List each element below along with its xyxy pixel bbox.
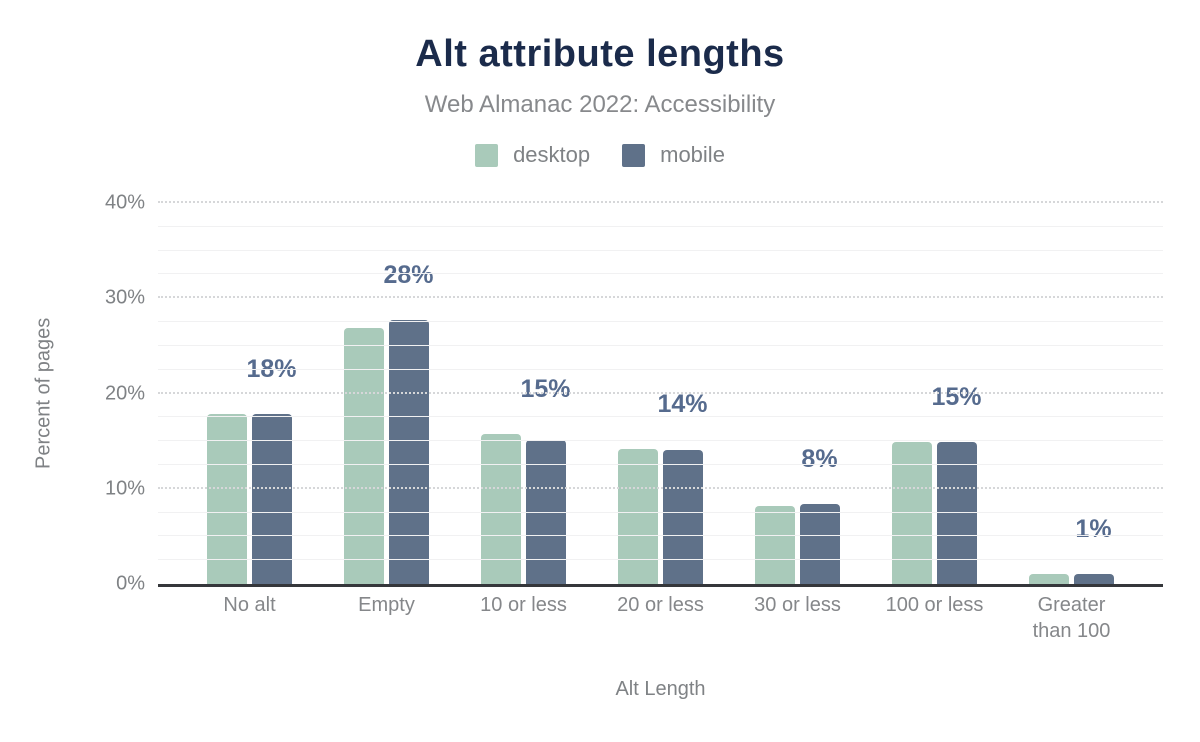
y-tick-label: 20% <box>104 382 145 404</box>
gridline-27.5 <box>158 321 1163 323</box>
x-tick-label: 30 or less <box>754 594 841 616</box>
x-tick-30-or-less: 30 or less <box>729 593 866 644</box>
bar-group-greater-than-100: 1% <box>1003 203 1140 584</box>
x-axis-title: Alt Length <box>615 678 706 700</box>
x-tick-20-or-less: 20 or less <box>592 593 729 644</box>
x-axis-line <box>158 584 1163 587</box>
value-label-10-or-less: 15% <box>520 374 571 403</box>
mobile-bar-no-alt[interactable] <box>252 413 292 584</box>
gridline-40 <box>158 201 1163 203</box>
x-tick-label: 20 or less <box>617 594 704 616</box>
gridline-25 <box>158 344 1163 346</box>
gridline-30 <box>158 296 1163 299</box>
gridline-35 <box>158 249 1163 251</box>
value-label-100-or-less: 15% <box>931 383 982 412</box>
gridline-17.5 <box>158 416 1163 418</box>
bar-group-empty: 28% <box>318 203 455 584</box>
desktop-bar-empty[interactable] <box>344 327 384 584</box>
mobile-bar-empty[interactable] <box>389 320 429 584</box>
x-tick-greater-than-100: Greater than 100 <box>1003 593 1140 644</box>
gridline-22.5 <box>158 368 1163 370</box>
legend-label: desktop <box>513 142 591 167</box>
desktop-bar-100-or-less[interactable] <box>892 442 932 584</box>
x-axis-ticks: No alt Empty 10 or less 20 or less 30 or les… <box>158 593 1163 644</box>
desktop-bar-no-alt[interactable] <box>207 413 247 584</box>
x-tick-100-or-less: 100 or less <box>866 593 1003 644</box>
y-tick-label: 40% <box>104 191 145 214</box>
x-tick-no-alt: No alt <box>181 593 318 644</box>
bar-group-no-alt: 18% <box>181 203 318 584</box>
desktop-swatch-icon <box>475 143 499 167</box>
x-tick-label: 100 or less <box>885 594 984 616</box>
gridline-7.5 <box>158 511 1163 513</box>
bar-group-100-or-less: 15% <box>866 203 1003 584</box>
mobile-bar-20-or-less[interactable] <box>663 449 703 584</box>
mobile-bar-100-or-less[interactable] <box>937 442 977 584</box>
mobile-swatch-icon <box>622 143 646 167</box>
mobile-bar-30-or-less[interactable] <box>800 504 840 584</box>
x-tick-10-or-less: 10 or less <box>455 593 592 644</box>
y-tick-label: 30% <box>104 286 145 309</box>
x-tick-empty: Empty <box>318 593 455 644</box>
x-tick-label: 10 or less <box>480 594 567 616</box>
gridline-15 <box>158 440 1163 442</box>
y-axis-ticks: 0% 10% 20% 30% 40% <box>0 192 145 595</box>
value-label-no-alt: 18% <box>246 354 297 383</box>
y-tick-label: 0% <box>116 572 145 595</box>
gridline-20 <box>158 391 1163 394</box>
mobile-bar-greater-than-100[interactable] <box>1074 573 1114 584</box>
legend: desktop mobile <box>0 142 1200 168</box>
bar-groups: 18% 28% 15% 14% 8% 15% 1% <box>158 203 1163 584</box>
value-label-empty: 28% <box>383 261 434 290</box>
desktop-bar-20-or-less[interactable] <box>618 448 658 584</box>
chart-title: Alt attribute lengths <box>415 33 785 75</box>
desktop-bar-greater-than-100[interactable] <box>1029 574 1069 584</box>
value-label-30-or-less: 8% <box>801 445 838 473</box>
chart-subtitle: Web Almanac 2022: Accessibility <box>424 91 776 118</box>
bar-group-30-or-less: 8% <box>729 203 866 584</box>
value-label-20-or-less: 14% <box>657 389 708 418</box>
desktop-bar-30-or-less[interactable] <box>755 505 795 584</box>
gridline-2.5 <box>158 559 1163 561</box>
gridline-5 <box>158 535 1163 537</box>
gridline-32.5 <box>158 273 1163 275</box>
y-tick-label: 10% <box>104 477 145 500</box>
legend-item-desktop[interactable]: desktop <box>475 142 590 168</box>
legend-item-mobile[interactable]: mobile <box>622 142 725 168</box>
gridline-12.5 <box>158 463 1163 465</box>
x-tick-label: Empty <box>358 594 415 616</box>
desktop-bar-10-or-less[interactable] <box>481 433 521 584</box>
bar-group-10-or-less: 15% <box>455 203 592 584</box>
x-tick-label: No alt <box>223 594 276 616</box>
gridline-10 <box>158 486 1163 489</box>
value-label-greater-than-100: 1% <box>1075 514 1112 543</box>
plot-area: 18% 28% 15% 14% 8% 15% 1% <box>158 201 1163 587</box>
x-tick-label: Greater than 100 <box>1032 594 1111 642</box>
gridline-37.5 <box>158 225 1163 227</box>
legend-label: mobile <box>660 142 725 167</box>
bar-group-20-or-less: 14% <box>592 203 729 584</box>
